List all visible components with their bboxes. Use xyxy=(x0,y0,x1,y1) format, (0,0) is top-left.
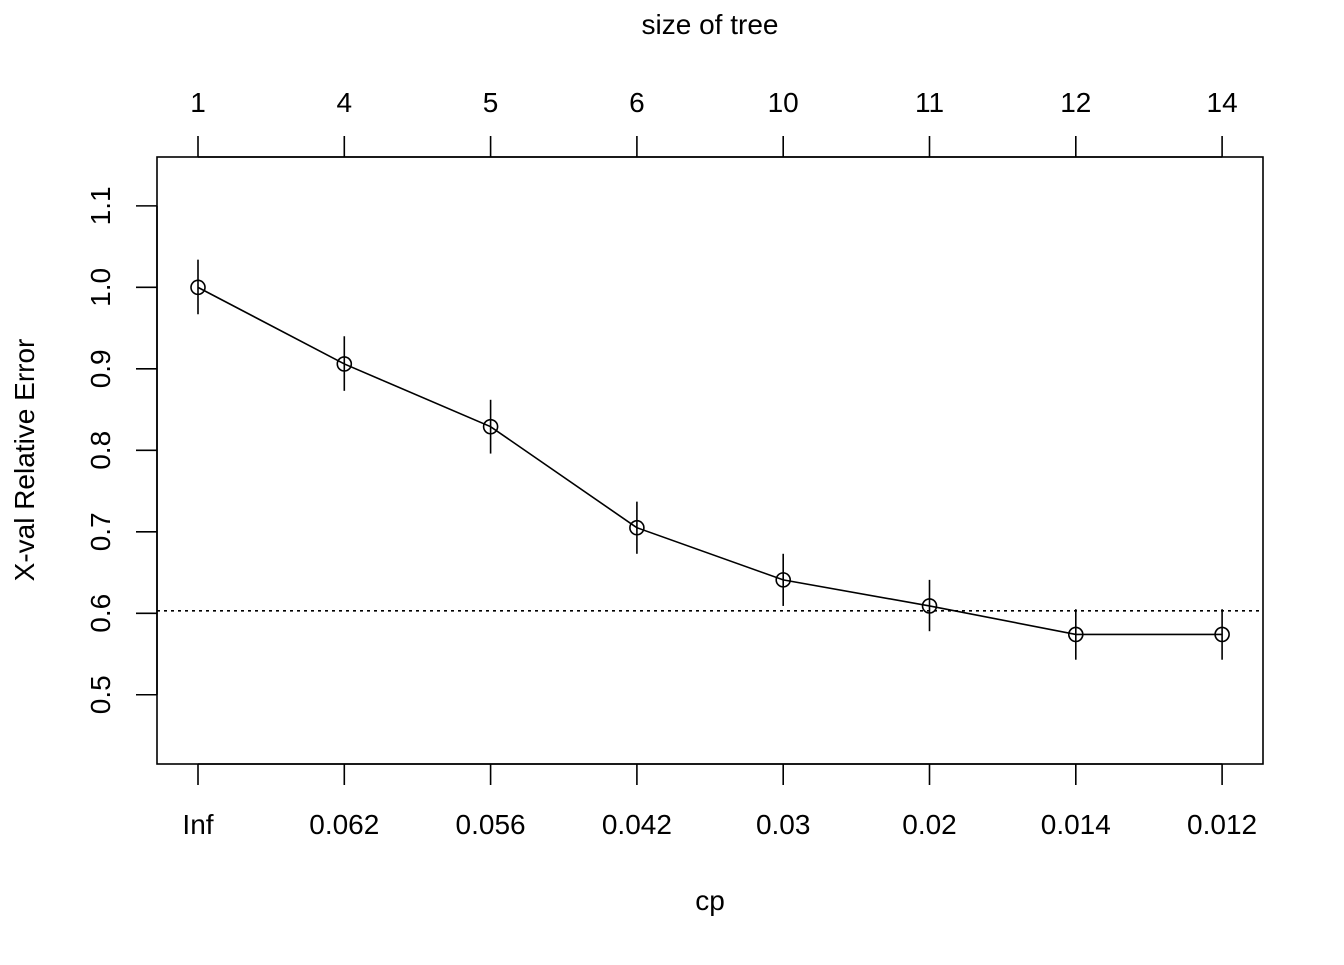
data-point xyxy=(921,598,938,614)
y-tick-label: 0.5 xyxy=(85,675,116,714)
data-point xyxy=(775,572,792,588)
y-tick-label: 1.1 xyxy=(85,186,116,225)
y-tick-label: 0.9 xyxy=(85,349,116,388)
top-tick-label: 5 xyxy=(483,87,499,118)
series-line xyxy=(197,286,1223,636)
data-point xyxy=(1068,626,1084,643)
x-tick-label: 0.042 xyxy=(602,809,672,840)
y-tick-label: 0.8 xyxy=(85,431,116,470)
x-tick-label: 0.02 xyxy=(902,809,957,840)
top-tick-label: 10 xyxy=(768,87,799,118)
top-tick-label: 6 xyxy=(629,87,645,118)
plot-frame xyxy=(156,156,1264,765)
top-tick-label: 11 xyxy=(915,87,944,118)
x-tick-label: Inf xyxy=(182,809,213,840)
y-axis-title: X-val Relative Error xyxy=(9,339,40,582)
data-point xyxy=(482,418,499,435)
bottom-axis: Inf 0.062 0.056 0.042 0.03 0.02 0.014 0.012 xyxy=(182,763,1257,840)
x-axis-title: cp xyxy=(695,885,725,916)
x-tick-label: 0.03 xyxy=(756,809,811,840)
top-tick-label: 4 xyxy=(337,87,353,118)
top-axis-title: size of tree xyxy=(642,9,779,40)
y-tick-label: 1.0 xyxy=(85,268,116,307)
data-point xyxy=(336,356,353,372)
y-tick-label: 0.7 xyxy=(85,512,116,551)
x-tick-label: 0.012 xyxy=(1187,809,1257,840)
data-point xyxy=(190,279,206,296)
x-tick-label: 0.056 xyxy=(456,809,526,840)
top-axis: 1 4 5 6 10 11 12 14 xyxy=(190,87,1238,158)
y-axis: 0.5 0.6 0.7 0.8 0.9 1.0 1.1 xyxy=(85,186,158,714)
x-tick-label: 0.014 xyxy=(1041,809,1111,840)
data-point xyxy=(1214,626,1230,643)
top-tick-label: 1 xyxy=(190,87,206,118)
x-tick-label: 0.062 xyxy=(309,809,379,840)
plot-marks xyxy=(157,259,1263,660)
y-tick-label: 0.6 xyxy=(85,594,116,633)
data-point xyxy=(629,519,645,536)
top-tick-label: 14 xyxy=(1207,87,1238,118)
top-tick-label: 12 xyxy=(1060,87,1091,118)
